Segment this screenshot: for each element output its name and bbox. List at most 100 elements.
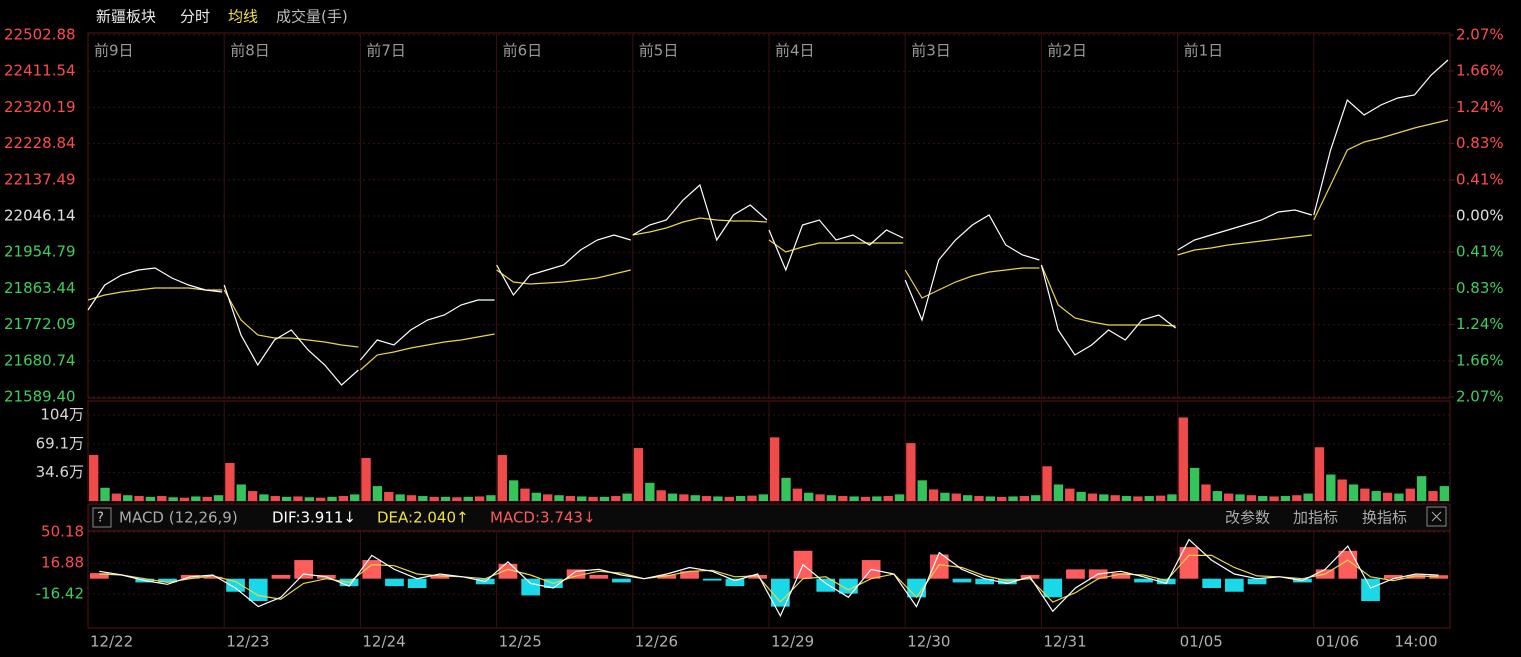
volume-bar (247, 491, 258, 501)
volume-bar (894, 494, 905, 501)
volume-bar (1439, 486, 1449, 501)
volume-bar (679, 494, 689, 501)
day-label: 前5日 (639, 42, 679, 60)
volume-bar (1065, 488, 1075, 501)
volume-bar (1348, 484, 1359, 501)
avg-line (1313, 119, 1449, 221)
y2-tick-label: 0.83% (1456, 134, 1504, 152)
day-label: 前7日 (366, 42, 406, 60)
volume-bar (123, 495, 133, 501)
x-tick-label: 01/06 (1316, 633, 1359, 651)
volume-bar (1314, 447, 1325, 501)
y-tick-label: 50.18 (41, 523, 84, 541)
tab[interactable]: 分时 (180, 8, 210, 26)
dif-line (99, 538, 1439, 618)
volume-bar (281, 496, 292, 501)
volume-bar (1144, 496, 1154, 501)
day-label: 前3日 (911, 42, 951, 60)
volume-bar (928, 489, 939, 501)
volume-bar (1360, 488, 1370, 501)
macd-bar (816, 578, 836, 592)
volume-bar (508, 480, 519, 501)
volume-bar (327, 496, 337, 501)
volume-bar (838, 496, 848, 501)
macd-bar (839, 578, 858, 594)
volume-bar (781, 477, 791, 501)
x-tick-label: 12/26 (635, 633, 678, 651)
volume-bar (202, 496, 212, 501)
volume-bar (1178, 417, 1188, 501)
volume-bar (452, 497, 462, 501)
macd-bar (498, 563, 518, 579)
y2-tick-label: 1.24% (1456, 98, 1504, 116)
volume-bar (1405, 488, 1415, 501)
day-label: 前9日 (94, 42, 134, 60)
volume-bar (1121, 496, 1132, 501)
x-tick-label: 01/05 (1180, 633, 1223, 651)
volume-bar (826, 495, 837, 501)
avg-line (1040, 264, 1176, 327)
macd-bar (385, 578, 404, 587)
volume-bar (622, 493, 632, 501)
y-tick-label: 22411.54 (4, 62, 76, 80)
volume-bar (520, 488, 530, 501)
volume-bar (1008, 496, 1018, 501)
price-line (904, 214, 1040, 322)
volume-bar (111, 493, 122, 501)
x-tick-label: 12/30 (907, 633, 950, 651)
volume-bar (1087, 493, 1098, 501)
volume-bar (1235, 494, 1245, 501)
volume-bar (1280, 496, 1291, 501)
volume-bar (1258, 496, 1268, 501)
volume-bar (1371, 491, 1381, 501)
volume-bar (543, 494, 553, 501)
volume-bar (440, 496, 451, 501)
macd-bar (702, 578, 722, 581)
dea-line (99, 554, 1439, 603)
volume-bar (168, 497, 178, 501)
button[interactable]: 换指标 (1362, 509, 1407, 527)
button[interactable]: 改参数 (1225, 509, 1270, 527)
volume-bar (611, 496, 621, 501)
volume-bar (338, 496, 349, 501)
volume-bar (1394, 493, 1404, 501)
y-tick-label: 22046.14 (4, 207, 76, 225)
macd-title: MACD (12,26,9) (119, 509, 238, 527)
y-tick-label: 69.1万 (36, 434, 84, 452)
macd-bar (271, 574, 291, 579)
volume-bar (225, 462, 235, 501)
volume-bar (849, 496, 859, 501)
tab[interactable]: 成交量(手) (276, 8, 348, 26)
volume-bar (1326, 474, 1336, 501)
avg-line (360, 333, 495, 371)
close-button[interactable] (1426, 506, 1447, 527)
close-icon (1431, 511, 1442, 522)
button[interactable]: 加指标 (1293, 509, 1338, 527)
volume-bar (713, 496, 723, 501)
volume-bar (304, 497, 314, 501)
x-tick-label: 12/24 (362, 633, 405, 651)
x-tick-label: 12/31 (1043, 633, 1086, 651)
macd-bar (589, 574, 609, 579)
volume-bar (667, 493, 678, 501)
macd-bar (1225, 578, 1244, 592)
volume-bar (1133, 496, 1143, 501)
y-tick-label: 16.88 (41, 553, 84, 571)
tab[interactable]: 均线 (228, 8, 258, 26)
volume-bar (157, 496, 167, 501)
macd-bar (612, 578, 631, 583)
day-label: 前6日 (503, 42, 543, 60)
volume-bar (1212, 491, 1222, 501)
macd-bar (248, 578, 268, 602)
volume-bar (350, 494, 360, 501)
price-line (1040, 264, 1176, 356)
macd-bar (1338, 550, 1358, 579)
help-icon[interactable] (92, 507, 112, 528)
volume-bar (1292, 495, 1302, 501)
x-tick-label: 12/22 (90, 633, 133, 651)
volume-bar (917, 480, 927, 501)
macd-bar (407, 578, 427, 589)
volume-bar (997, 496, 1007, 501)
y2-tick-label: 0.83% (1456, 279, 1504, 297)
